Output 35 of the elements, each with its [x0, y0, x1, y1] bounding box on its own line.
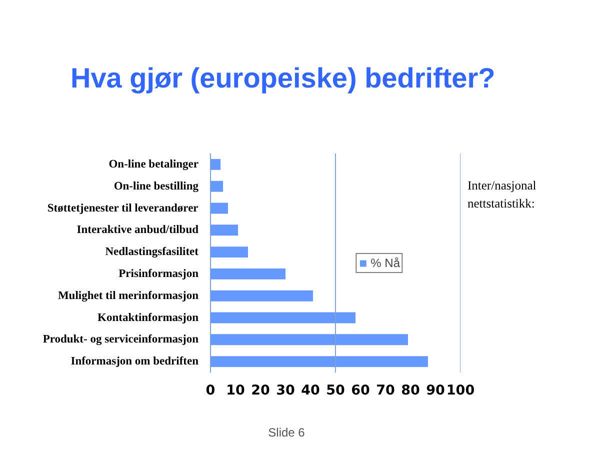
chart-title: Hva gjør (europeiske) bedrifter? [70, 62, 496, 94]
bar [210, 312, 356, 324]
y-tick-label: Mulighet til merinformasjon [58, 290, 200, 302]
y-tick-label: Prisinformasjon [118, 268, 200, 280]
x-tick-label: 100 [446, 382, 475, 398]
text: Inter/nasjonal nettstatistikk: [468, 178, 537, 211]
y-tick-label: On-line betalinger [108, 158, 199, 170]
x-tick-label: 0 [206, 382, 216, 398]
x-tick-label: 10 [226, 382, 245, 398]
x-tick-label: 80 [401, 382, 420, 398]
x-tick-label: 70 [376, 382, 395, 398]
y-tick-label: Produkt- og serviceinformasjon [42, 334, 200, 346]
y-tick-label: Informasjon om bedriften [70, 356, 200, 368]
y-tick-label: Nedlastingsfasilitet [105, 246, 199, 258]
bar [210, 334, 408, 346]
y-tick-label: On-line bestilling [114, 180, 199, 192]
text: Slide 6 [268, 426, 306, 440]
bar [210, 356, 428, 368]
x-tick-label: 60 [351, 382, 370, 398]
bar [210, 180, 223, 192]
bar [210, 158, 220, 170]
x-tick-label: 20 [251, 382, 270, 398]
x-tick-label: 50 [326, 382, 345, 398]
bar [210, 202, 228, 214]
y-tick-label: Støttetjenester til leverandører [47, 202, 198, 214]
x-tick-label: 40 [301, 382, 320, 398]
bar [210, 246, 248, 258]
y-tick-label: Kontaktinformasjon [98, 312, 200, 324]
bar [210, 290, 313, 302]
bar [210, 268, 286, 280]
bar [210, 224, 238, 236]
x-tick-label: 90 [426, 382, 445, 398]
legend-label: % Nå [370, 256, 400, 270]
y-tick-label: Interaktive anbud/tilbud [76, 224, 200, 236]
x-tick-label: 30 [276, 382, 295, 398]
